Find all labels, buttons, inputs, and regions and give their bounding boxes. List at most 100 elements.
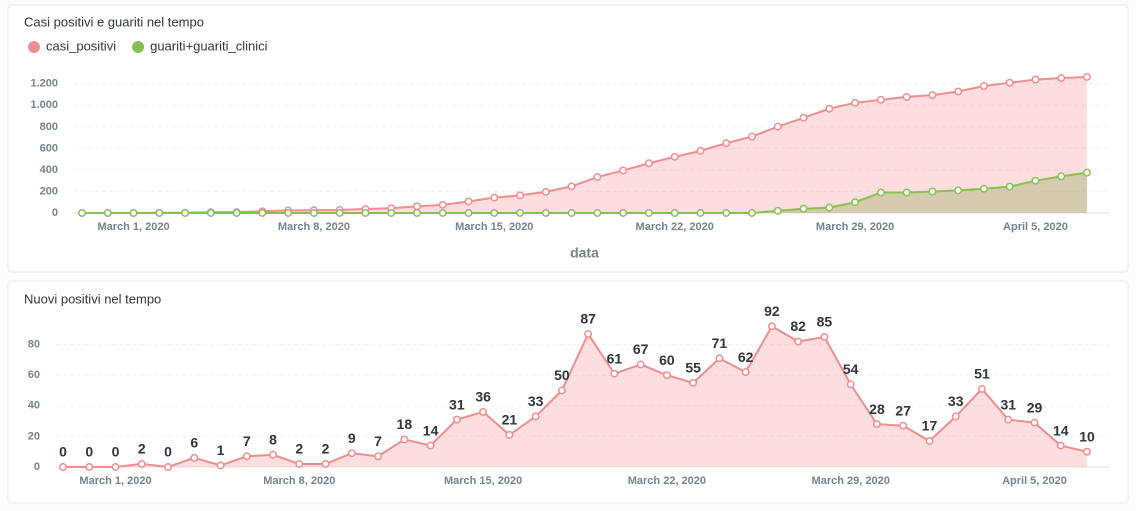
data-point (951, 412, 960, 421)
data-point (567, 182, 576, 191)
data-point (321, 459, 330, 468)
data-point (111, 463, 120, 471)
data-label: 8 (269, 431, 277, 447)
data-point (516, 191, 525, 200)
data-label: 0 (59, 444, 67, 460)
data-point (825, 104, 834, 113)
data-point (979, 184, 988, 193)
chart-title: Casi positivi e guariti nel tempo (24, 14, 204, 29)
data-label: 61 (607, 350, 623, 366)
data-point (610, 369, 619, 378)
data-label: 2 (295, 441, 303, 457)
x-tick-label: March 22, 2020 (636, 221, 714, 233)
data-point (954, 87, 963, 96)
data-point (902, 92, 911, 101)
data-point (78, 209, 86, 217)
data-point (846, 380, 855, 389)
data-point (1031, 75, 1040, 84)
data-label: 82 (790, 318, 806, 334)
data-point (216, 461, 225, 470)
data-label: 1 (217, 442, 225, 458)
data-point (584, 329, 593, 338)
data-point (593, 209, 602, 217)
data-point (741, 368, 750, 377)
data-point (748, 209, 756, 217)
data-point (438, 200, 447, 209)
x-tick-label: April 5, 2020 (1002, 475, 1067, 487)
x-tick-label: March 22, 2020 (628, 475, 706, 487)
data-label: 31 (449, 396, 465, 412)
data-point (129, 209, 138, 217)
data-point (593, 173, 602, 181)
y-tick-label: 600 (40, 142, 58, 154)
data-label: 92 (764, 303, 780, 319)
y-tick-label: 800 (40, 121, 58, 133)
data-label: 17 (922, 418, 938, 434)
data-point (232, 209, 241, 217)
data-point (799, 204, 808, 213)
data-point (531, 412, 540, 421)
area-fill (82, 76, 1087, 213)
data-label: 2 (138, 441, 146, 457)
data-label: 0 (112, 444, 120, 460)
data-point (1056, 441, 1065, 450)
data-point (400, 435, 409, 444)
data-label: 62 (738, 349, 754, 365)
data-point (85, 463, 94, 471)
data-label: 50 (554, 367, 570, 383)
data-label: 0 (85, 444, 93, 460)
data-point (902, 188, 911, 197)
y-tick-label: 400 (40, 164, 58, 176)
data-label: 31 (1000, 396, 1016, 412)
data-point (1005, 78, 1014, 87)
data-point (899, 421, 908, 430)
x-tick-label: March 15, 2020 (455, 221, 533, 233)
data-label: 29 (1027, 399, 1043, 415)
data-point (670, 152, 679, 161)
x-tick-label: March 1, 2020 (97, 221, 169, 233)
data-point (541, 187, 550, 196)
data-point (295, 459, 304, 468)
data-point (505, 430, 514, 439)
x-tick-label: March 29, 2020 (816, 221, 894, 233)
y-tick-label: 60 (28, 369, 40, 381)
y-tick-label: 1.200 (30, 78, 58, 90)
data-label: 71 (712, 335, 728, 351)
data-point (876, 95, 885, 104)
data-point (309, 209, 318, 217)
data-point (662, 371, 671, 380)
x-tick-label: March 29, 2020 (812, 475, 890, 487)
data-point (490, 209, 499, 217)
legend-label: guariti+guariti_clinici (150, 38, 268, 53)
data-point (696, 209, 705, 217)
data-point (137, 459, 146, 468)
data-point (876, 188, 885, 197)
data-label: 87 (580, 311, 596, 327)
data-point (335, 209, 344, 217)
series-line (63, 324, 1088, 469)
y-tick-label: 40 (28, 400, 40, 412)
data-point (103, 209, 112, 217)
data-point (541, 209, 550, 217)
chart-title: Nuovi positivi nel tempo (24, 291, 161, 306)
data-point (164, 463, 172, 471)
data-label: 10 (1079, 428, 1095, 444)
data-label: 14 (423, 422, 439, 438)
data-point (979, 82, 988, 90)
data-point (479, 407, 488, 416)
data-point (872, 420, 881, 429)
y-tick-label: 200 (40, 185, 58, 197)
data-label: 33 (948, 393, 964, 409)
data-point (361, 209, 370, 217)
card (7, 4, 1129, 273)
data-point (722, 139, 731, 148)
x-axis-label: data (570, 245, 599, 261)
data-point (438, 209, 447, 217)
data-point (347, 449, 356, 458)
data-point (490, 193, 499, 202)
series-line (82, 171, 1088, 214)
data-point (1030, 418, 1039, 427)
data-point (670, 209, 679, 217)
data-point (1057, 74, 1066, 83)
